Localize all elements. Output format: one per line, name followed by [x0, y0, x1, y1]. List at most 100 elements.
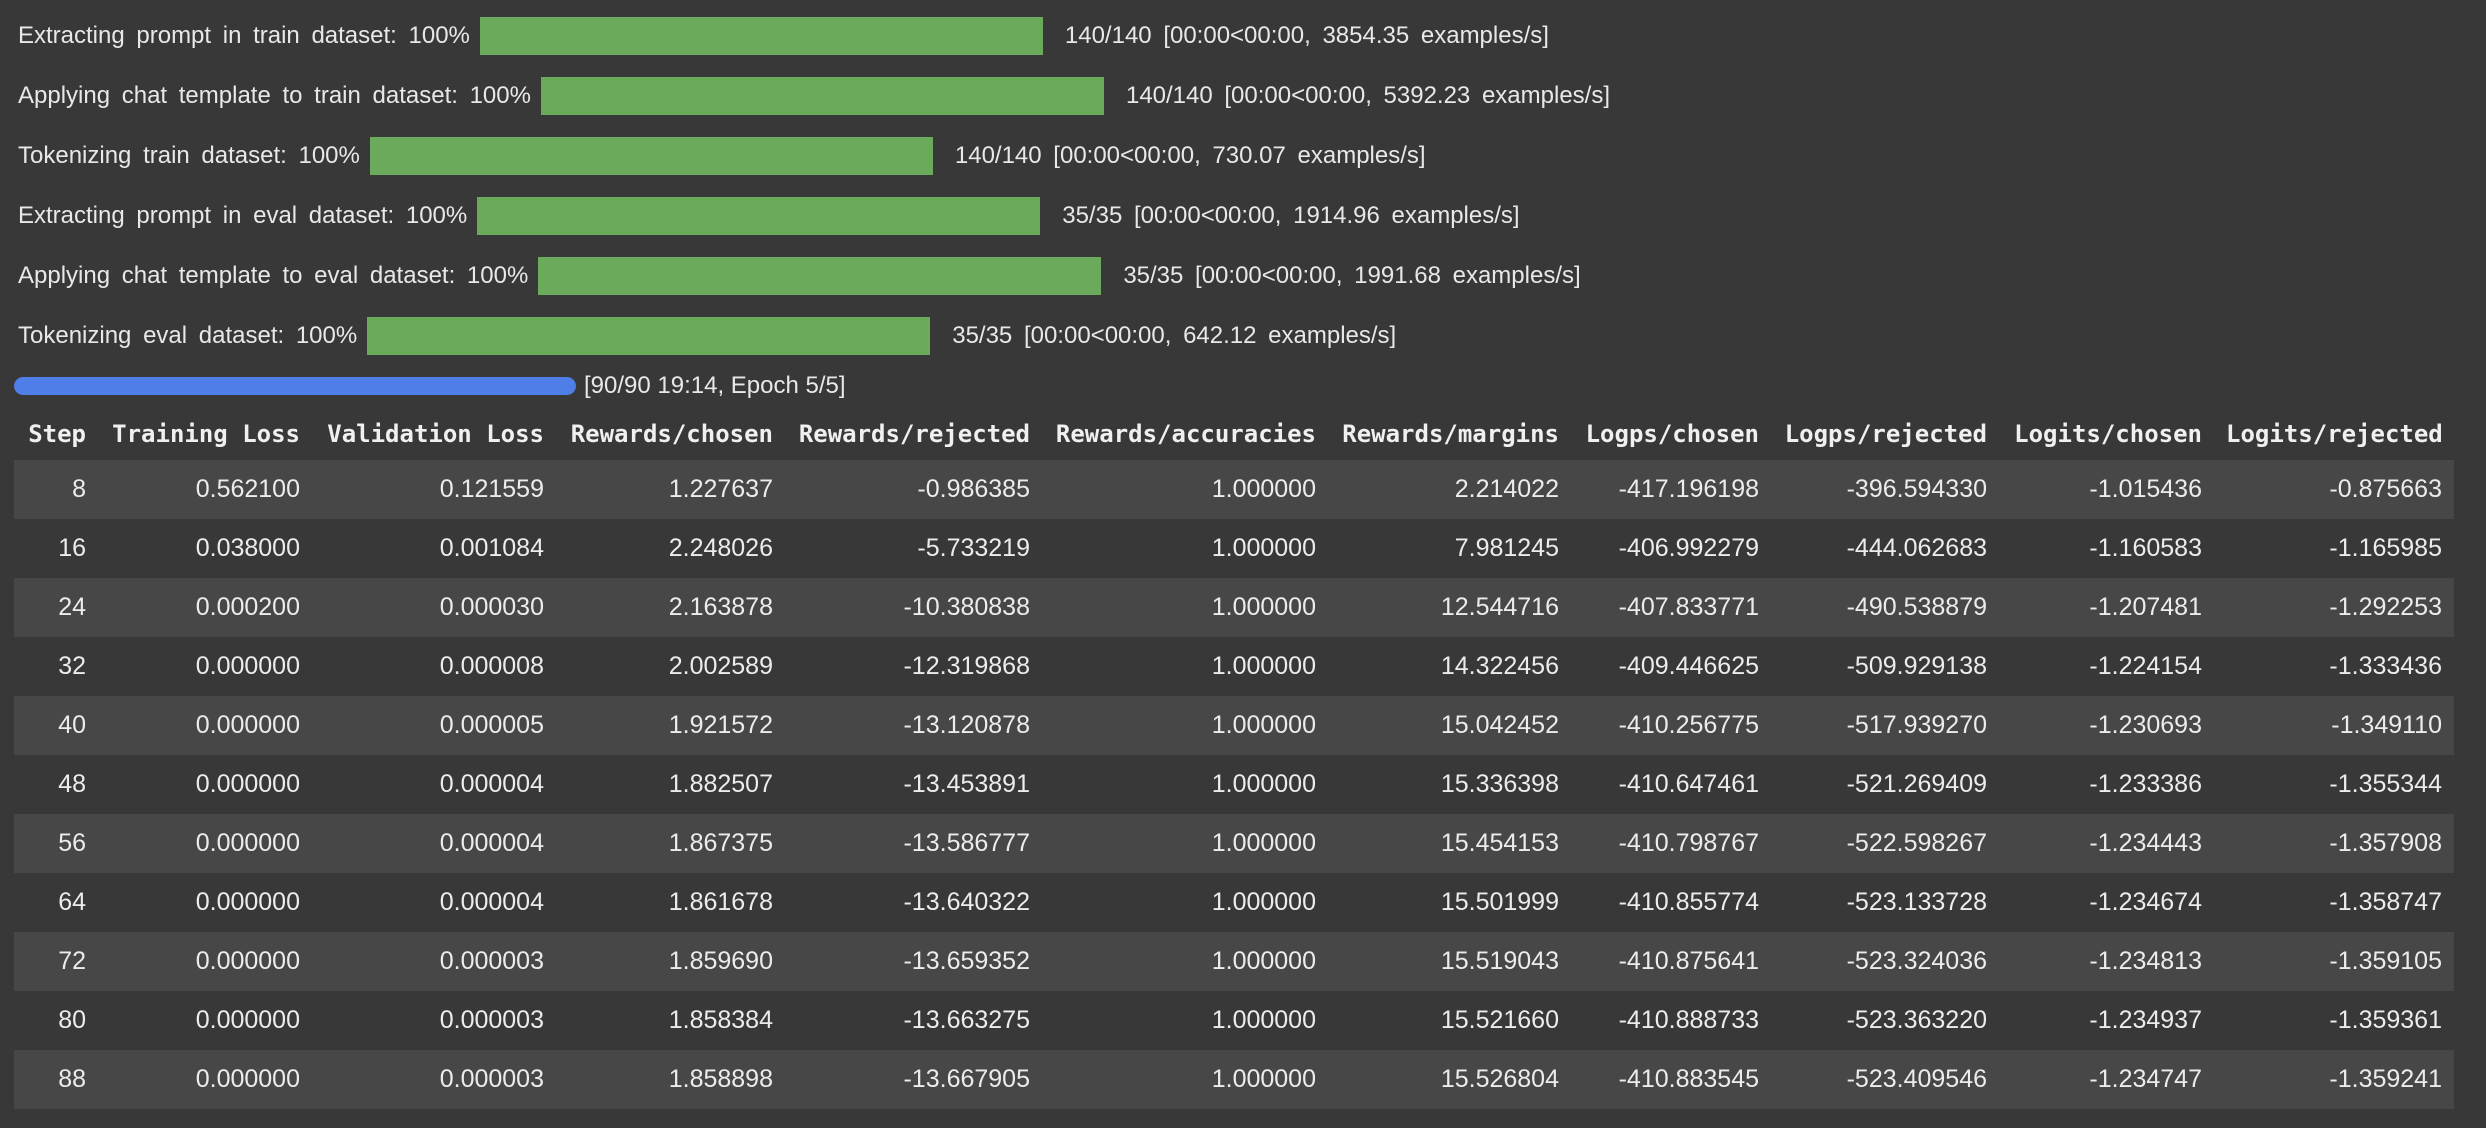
table-cell: 1.000000: [1211, 1006, 1316, 1034]
column-header: Rewards/margins: [1342, 420, 1559, 448]
table-cell: 48: [58, 770, 86, 798]
table-cell: 1.000000: [1211, 1065, 1316, 1093]
table-cell: -444.062683: [1846, 534, 1987, 562]
progress-bar: [369, 137, 933, 175]
table-cell: 0.000000: [195, 947, 300, 975]
table-cell: -12.319868: [903, 652, 1030, 680]
column-header: Logits/rejected: [2226, 420, 2443, 448]
table-cell: -523.409546: [1846, 1065, 1987, 1093]
table-row: 80 0.000000 0.000003 1.858384 -13.663275 1.00…: [14, 991, 2454, 1050]
table-cell: -1.355344: [2329, 770, 2442, 798]
table-cell: -523.363220: [1846, 1006, 1987, 1034]
table-cell: -410.855774: [1618, 888, 1759, 916]
table-cell: -407.833771: [1618, 593, 1759, 621]
table-cell: 1.000000: [1211, 770, 1316, 798]
progress-stats: 35/35 [00:00<00:00, 642.12 examples/s]: [952, 322, 1397, 349]
column-header: Rewards/chosen: [570, 420, 773, 448]
progress-label: Tokenizing train dataset: 100%: [18, 142, 360, 169]
table-cell: 1.000000: [1211, 593, 1316, 621]
table-cell: 0.000003: [439, 1006, 544, 1034]
dataset-progress-row: Tokenizing eval dataset: 100% 35/35 [00:0…: [18, 316, 1396, 356]
table-cell: 15.526804: [1440, 1065, 1559, 1093]
table-cell: -521.269409: [1846, 770, 1987, 798]
table-cell: 0.038000: [195, 534, 300, 562]
table-cell: -0.986385: [917, 475, 1030, 503]
table-cell: 1.000000: [1211, 947, 1316, 975]
table-cell: -410.888733: [1618, 1006, 1759, 1034]
training-metrics-table: Step Training Loss Validation Loss Rewards/…: [14, 408, 2454, 1109]
column-header: Logps/chosen: [1585, 420, 1759, 448]
table-cell: 15.042452: [1440, 711, 1559, 739]
table-cell: -522.598267: [1846, 829, 1987, 857]
progress-label: Applying chat template to train dataset:…: [18, 82, 531, 109]
table-cell: -409.446625: [1618, 652, 1759, 680]
table-cell: -13.586777: [903, 829, 1030, 857]
table-cell: 0.000008: [439, 652, 544, 680]
table-cell: 1.859690: [668, 947, 773, 975]
progress-label: Extracting prompt in eval dataset: 100%: [18, 202, 468, 229]
progress-stats: 140/140 [00:00<00:00, 3854.35 examples/s…: [1064, 22, 1549, 49]
progress-bar: [479, 17, 1043, 55]
progress-fill: [477, 197, 1041, 235]
table-cell: -1.292253: [2329, 593, 2442, 621]
table-cell: -517.939270: [1846, 711, 1987, 739]
progress-fill: [479, 17, 1043, 55]
table-cell: -13.453891: [903, 770, 1030, 798]
dataset-progress-row: Extracting prompt in eval dataset: 100% 3…: [18, 196, 1520, 236]
dataset-progress-row: Applying chat template to train dataset:…: [18, 76, 1610, 116]
table-cell: 15.521660: [1440, 1006, 1559, 1034]
table-cell: 1.000000: [1211, 475, 1316, 503]
table-cell: -5.733219: [917, 534, 1030, 562]
column-header: Rewards/rejected: [798, 420, 1030, 448]
table-cell: -410.256775: [1618, 711, 1759, 739]
table-cell: -1.224154: [2089, 652, 2202, 680]
table-cell: 1.858384: [668, 1006, 773, 1034]
table-cell: 1.882507: [668, 770, 773, 798]
training-status-text: [90/90 19:14, Epoch 5/5]: [584, 372, 846, 399]
table-cell: -1.359105: [2329, 947, 2442, 975]
table-cell: 14.322456: [1440, 652, 1559, 680]
table-cell: 15.501999: [1440, 888, 1559, 916]
table-cell: 0.000000: [195, 1065, 300, 1093]
table-cell: 15.454153: [1440, 829, 1559, 857]
table-cell: 72: [58, 947, 86, 975]
table-cell: 0.000003: [439, 947, 544, 975]
table-cell: 0.000030: [439, 593, 544, 621]
table-cell: -1.349110: [2331, 711, 2442, 739]
dataset-progress-row: Applying chat template to eval dataset: …: [18, 256, 1581, 296]
table-cell: 0.562100: [195, 475, 300, 503]
table-cell: 2.248026: [668, 534, 773, 562]
table-cell: 1.867375: [668, 829, 773, 857]
table-cell: -509.929138: [1846, 652, 1987, 680]
table-cell: 1.858898: [668, 1065, 773, 1093]
table-row: 16 0.038000 0.001084 2.248026 -5.733219 1.000…: [14, 519, 2454, 578]
table-cell: 2.002589: [668, 652, 773, 680]
table-cell: -1.160583: [2089, 534, 2202, 562]
table-cell: 0.000000: [195, 652, 300, 680]
table-cell: 0.000004: [439, 829, 544, 857]
table-cell: -1.234674: [2089, 888, 2202, 916]
progress-label: Applying chat template to eval dataset: …: [18, 262, 529, 289]
table-cell: -13.667905: [903, 1065, 1030, 1093]
table-header-row: Step Training Loss Validation Loss Rewards/…: [14, 408, 2454, 460]
progress-bar: [367, 317, 931, 355]
table-cell: 0.001084: [439, 534, 544, 562]
table-cell: 1.000000: [1211, 888, 1316, 916]
progress-stats: 35/35 [00:00<00:00, 1991.68 examples/s]: [1123, 262, 1581, 289]
progress-fill: [369, 137, 933, 175]
progress-stats: 140/140 [00:00<00:00, 730.07 examples/s]: [954, 142, 1426, 169]
table-cell: -1.234813: [2089, 947, 2202, 975]
table-cell: -10.380838: [903, 593, 1030, 621]
table-cell: -1.165985: [2329, 534, 2442, 562]
table-cell: 2.214022: [1454, 475, 1559, 503]
table-cell: 1.000000: [1211, 829, 1316, 857]
table-cell: 1.921572: [668, 711, 773, 739]
table-cell: 64: [58, 888, 86, 916]
table-row: 32 0.000000 0.000008 2.002589 -12.319868 1.00…: [14, 637, 2454, 696]
table-cell: 8: [72, 475, 86, 503]
progress-fill: [538, 257, 1102, 295]
column-header: Rewards/accuracies: [1055, 420, 1316, 448]
table-row: 88 0.000000 0.000003 1.858898 -13.667905 1.00…: [14, 1050, 2454, 1109]
table-cell: 0.000005: [439, 711, 544, 739]
table-cell: -523.133728: [1846, 888, 1987, 916]
